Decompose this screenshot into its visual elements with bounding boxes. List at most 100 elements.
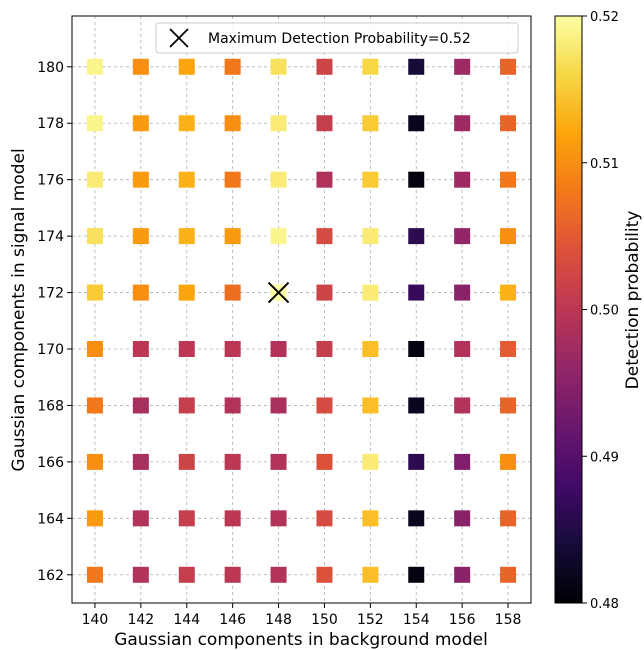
y-tick-label: 168: [37, 398, 64, 414]
data-point: [408, 510, 425, 527]
x-tick-label: 148: [265, 612, 292, 628]
y-tick-label: 164: [37, 511, 64, 527]
data-point: [500, 510, 517, 527]
highlight-marker: [267, 281, 290, 304]
data-point: [132, 453, 149, 470]
data-point: [316, 341, 333, 358]
data-point: [224, 510, 241, 527]
data-point: [454, 510, 471, 527]
x-tick-label: 154: [403, 612, 430, 628]
data-point: [408, 453, 425, 470]
x-axis-label: Gaussian components in background model: [114, 630, 488, 650]
data-point: [454, 115, 471, 132]
data-point: [86, 566, 103, 583]
data-point: [178, 58, 195, 75]
x-tick-label: 150: [311, 612, 338, 628]
data-point: [362, 510, 379, 527]
data-point: [362, 341, 379, 358]
x-axis-ticks: 140 142 144 146 148 150 152 154 156 158: [82, 603, 522, 628]
x-tick-label: 156: [449, 612, 476, 628]
colorbar-tick-label: 0.52: [590, 10, 619, 25]
x-tick-label: 140: [82, 612, 109, 628]
y-tick-label: 180: [37, 60, 64, 76]
data-point: [500, 228, 517, 245]
data-point: [362, 58, 379, 75]
data-point: [454, 566, 471, 583]
data-point: [362, 284, 379, 301]
data-point: [224, 397, 241, 414]
colorbar-tick-label: 0.49: [590, 450, 619, 465]
data-point: [454, 341, 471, 358]
data-point: [408, 228, 425, 245]
data-point: [362, 566, 379, 583]
y-tick-label: 172: [37, 286, 64, 302]
y-axis-ticks: 162 164 166 168 170 172 174 176 178 180: [37, 60, 72, 584]
data-point: [224, 171, 241, 188]
colorbar-ticks: 0.48 0.49 0.50 0.51 0.52: [582, 10, 619, 612]
legend-box: [155, 22, 519, 54]
data-markers: [86, 58, 517, 583]
data-point: [86, 284, 103, 301]
data-point: [270, 171, 287, 188]
data-point: [132, 171, 149, 188]
data-point: [362, 115, 379, 132]
data-point: [86, 397, 103, 414]
data-point: [408, 58, 425, 75]
x-tick-label: 158: [495, 612, 522, 628]
data-point: [316, 58, 333, 75]
data-point: [224, 115, 241, 132]
data-point: [362, 453, 379, 470]
data-point: [270, 228, 287, 245]
data-point: [224, 284, 241, 301]
data-point: [224, 341, 241, 358]
data-point: [316, 397, 333, 414]
x-tick-label: 142: [127, 612, 154, 628]
data-point: [408, 284, 425, 301]
y-tick-label: 178: [37, 116, 64, 132]
plot-frame: [71, 15, 532, 604]
data-point: [408, 115, 425, 132]
y-tick-label: 162: [37, 568, 64, 584]
colorbar-tick-label: 0.50: [590, 304, 619, 319]
data-point: [270, 453, 287, 470]
data-point: [178, 453, 195, 470]
data-point: [132, 510, 149, 527]
data-point: [178, 566, 195, 583]
data-point: [408, 397, 425, 414]
data-point: [86, 115, 103, 132]
data-point: [178, 115, 195, 132]
data-point: [316, 115, 333, 132]
colorbar: 0.48 0.49 0.50 0.51 0.52 Detection probabili…: [554, 10, 643, 612]
data-point: [132, 58, 149, 75]
x-tick-label: 146: [219, 612, 246, 628]
legend: Maximum Detection Probability=0.52: [155, 22, 519, 54]
data-point: [132, 284, 149, 301]
data-point: [270, 566, 287, 583]
data-point: [178, 284, 195, 301]
grid-lines: [72, 16, 531, 603]
data-point: [362, 171, 379, 188]
data-point: [270, 58, 287, 75]
colorbar-label: Detection probability: [623, 211, 643, 390]
colorbar-tick-label: 0.51: [590, 157, 619, 172]
data-point: [224, 453, 241, 470]
data-point: [454, 228, 471, 245]
data-point: [316, 171, 333, 188]
data-point: [132, 566, 149, 583]
data-point: [132, 228, 149, 245]
data-point: [500, 115, 517, 132]
data-point: [454, 284, 471, 301]
data-point: [362, 397, 379, 414]
data-point: [224, 228, 241, 245]
data-point: [86, 171, 103, 188]
data-point: [86, 228, 103, 245]
y-tick-label: 176: [37, 173, 64, 189]
data-point: [178, 341, 195, 358]
data-point: [86, 58, 103, 75]
data-point: [224, 566, 241, 583]
y-axis-label: Gaussian components in signal model: [9, 148, 29, 471]
data-point: [86, 453, 103, 470]
data-point: [408, 341, 425, 358]
data-point: [500, 341, 517, 358]
